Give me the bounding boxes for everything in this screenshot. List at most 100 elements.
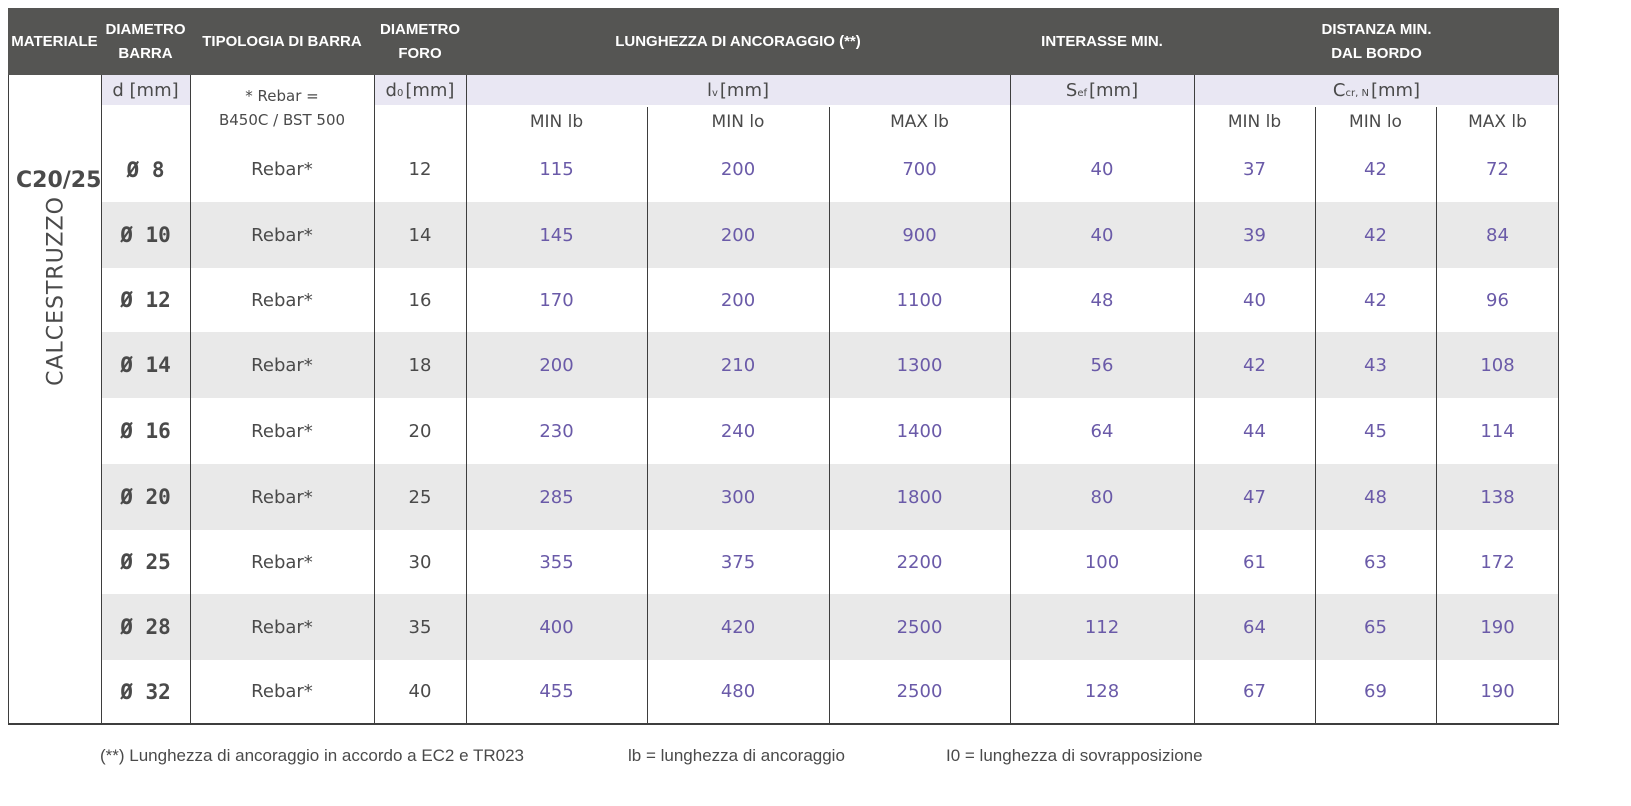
cell-interasse: 40: [1090, 159, 1114, 180]
border-right: [1558, 75, 1559, 725]
cell-len-min-lo: 480: [720, 681, 756, 702]
cell-tipologia: Rebar*: [251, 616, 313, 638]
cell-diametro: Ø 20: [120, 485, 171, 509]
unit-d0-rest: [mm]: [405, 79, 455, 101]
cell-len-max-lb: 700: [902, 159, 937, 180]
unit-d0-sub: 0: [396, 87, 404, 99]
cell-len-min-lb: 115: [539, 159, 574, 180]
cell-len-max-lb: 1100: [896, 289, 943, 311]
cell-dist-min-lb: 67: [1243, 681, 1266, 702]
rebar-note: * Rebar = B450C / BST 500: [190, 84, 374, 132]
cell-len-max-lb: 2500: [896, 616, 943, 638]
cell-dist-max-lb: 138: [1480, 486, 1515, 508]
cell-len-min-lb: 230: [539, 420, 574, 442]
cell-dist-min-lo: 65: [1364, 616, 1387, 638]
col-sep-thin: [829, 107, 830, 725]
cell-foro: 25: [408, 486, 432, 508]
col-sep: [1010, 75, 1011, 725]
subheader-dist-max-lb: MAX lb: [1468, 112, 1527, 132]
cell-dist-max-lb: 72: [1486, 159, 1509, 180]
cell-len-min-lb: 145: [539, 224, 574, 246]
header-interasse: INTERASSE MIN.: [1010, 8, 1194, 75]
unit-ccr-sub: cr, N: [1345, 87, 1369, 99]
cell-tipologia: Rebar*: [251, 159, 313, 180]
header-lunghezza: LUNGHEZZA DI ANCORAGGIO (**): [466, 8, 1010, 75]
cell-foro: 14: [408, 224, 432, 246]
cell-tipologia: Rebar*: [251, 354, 313, 376]
header-distanza-line1: DISTANZA MIN.: [1321, 20, 1432, 38]
cell-tipologia: Rebar*: [251, 681, 313, 702]
subheader-dist-min-lb: MIN lb: [1227, 112, 1282, 132]
cell-len-max-lb: 900: [902, 224, 937, 246]
cell-len-min-lo: 240: [720, 420, 756, 442]
header-diametro-barra-line2: BARRA: [118, 44, 173, 62]
cell-dist-min-lo: 43: [1364, 354, 1387, 376]
cell-foro: 12: [408, 159, 432, 180]
cell-dist-min-lo: 45: [1364, 420, 1387, 442]
cell-interasse: 40: [1090, 224, 1114, 246]
cell-diametro: Ø 14: [120, 353, 171, 377]
row-stripe: [101, 332, 1559, 398]
cell-interasse: 128: [1084, 681, 1120, 702]
cell-len-max-lb: 1800: [896, 486, 943, 508]
cell-dist-min-lb: 61: [1243, 551, 1266, 573]
cell-dist-min-lb: 40: [1243, 289, 1266, 311]
header-diametro-foro: DIAMETRO FORO: [374, 8, 466, 75]
header-distanza: DISTANZA MIN. DAL BORDO: [1194, 8, 1559, 75]
cell-dist-min-lb: 64: [1243, 616, 1266, 638]
cell-len-min-lo: 200: [720, 224, 756, 246]
col-sep-thin: [647, 107, 648, 725]
cell-dist-min-lb: 47: [1243, 486, 1266, 508]
cell-len-max-lb: 2200: [896, 551, 943, 573]
border-bottom: [8, 723, 1559, 725]
rebar-note-line2: B450C / BST 500: [218, 111, 346, 129]
rebar-note-line1: * Rebar =: [245, 87, 319, 105]
unit-sef-sub: ef: [1077, 87, 1087, 99]
header-distanza-line2: DAL BORDO: [1331, 44, 1422, 62]
cell-tipologia: Rebar*: [251, 224, 313, 246]
cell-len-min-lo: 200: [720, 289, 756, 311]
cell-foro: 16: [408, 289, 432, 311]
cell-foro: 18: [408, 354, 432, 376]
cell-dist-min-lo: 42: [1364, 224, 1387, 246]
cell-interasse: 56: [1090, 354, 1114, 376]
unit-lv-main: l: [706, 79, 712, 101]
cell-len-min-lo: 200: [720, 159, 756, 180]
cell-foro: 40: [408, 681, 432, 702]
unit-band-foro: [374, 75, 466, 105]
footnote-lb: lb = lunghezza di ancoraggio: [628, 746, 845, 765]
cell-interasse: 80: [1090, 486, 1114, 508]
unit-band-diam: [101, 75, 190, 105]
cell-len-max-lb: 1400: [896, 420, 943, 442]
col-sep: [1194, 75, 1195, 725]
cell-dist-min-lo: 42: [1364, 159, 1387, 180]
cell-foro: 30: [408, 551, 432, 573]
col-sep-thin: [1436, 107, 1437, 725]
row-stripe: [101, 594, 1559, 660]
cell-dist-min-lo: 42: [1364, 289, 1387, 311]
anchorage-table: MATERIALE DIAMETRO BARRA TIPOLOGIA DI BA…: [8, 8, 1559, 725]
unit-ccr-main: C: [1332, 79, 1346, 101]
unit-d: d [mm]: [112, 79, 179, 101]
cell-dist-min-lb: 42: [1243, 354, 1266, 376]
header-diametro-foro-line2: FORO: [398, 44, 442, 62]
subheader-len-min-lo: MIN lo: [711, 112, 765, 132]
cell-dist-min-lb: 44: [1243, 420, 1266, 442]
unit-sef-main: S: [1065, 79, 1078, 101]
cell-diametro: Ø 32: [120, 679, 171, 704]
cell-diametro: Ø 10: [120, 223, 171, 247]
unit-band-interasse: [1010, 75, 1194, 105]
unit-lv-sub: v: [711, 87, 718, 99]
unit-lv-rest: [mm]: [719, 79, 770, 101]
cell-dist-min-lo: 63: [1364, 551, 1387, 573]
cell-dist-max-lb: 96: [1486, 289, 1509, 311]
unit-band-lunghezza: [466, 75, 1010, 105]
cell-len-min-lo: 420: [720, 616, 756, 638]
cell-diametro: Ø 16: [120, 419, 171, 443]
unit-ccr-rest: [mm]: [1370, 79, 1421, 101]
cell-tipologia: Rebar*: [251, 486, 313, 508]
cell-len-min-lo: 300: [720, 486, 756, 508]
cell-foro: 20: [408, 420, 432, 442]
header-materiale: MATERIALE: [8, 8, 101, 75]
